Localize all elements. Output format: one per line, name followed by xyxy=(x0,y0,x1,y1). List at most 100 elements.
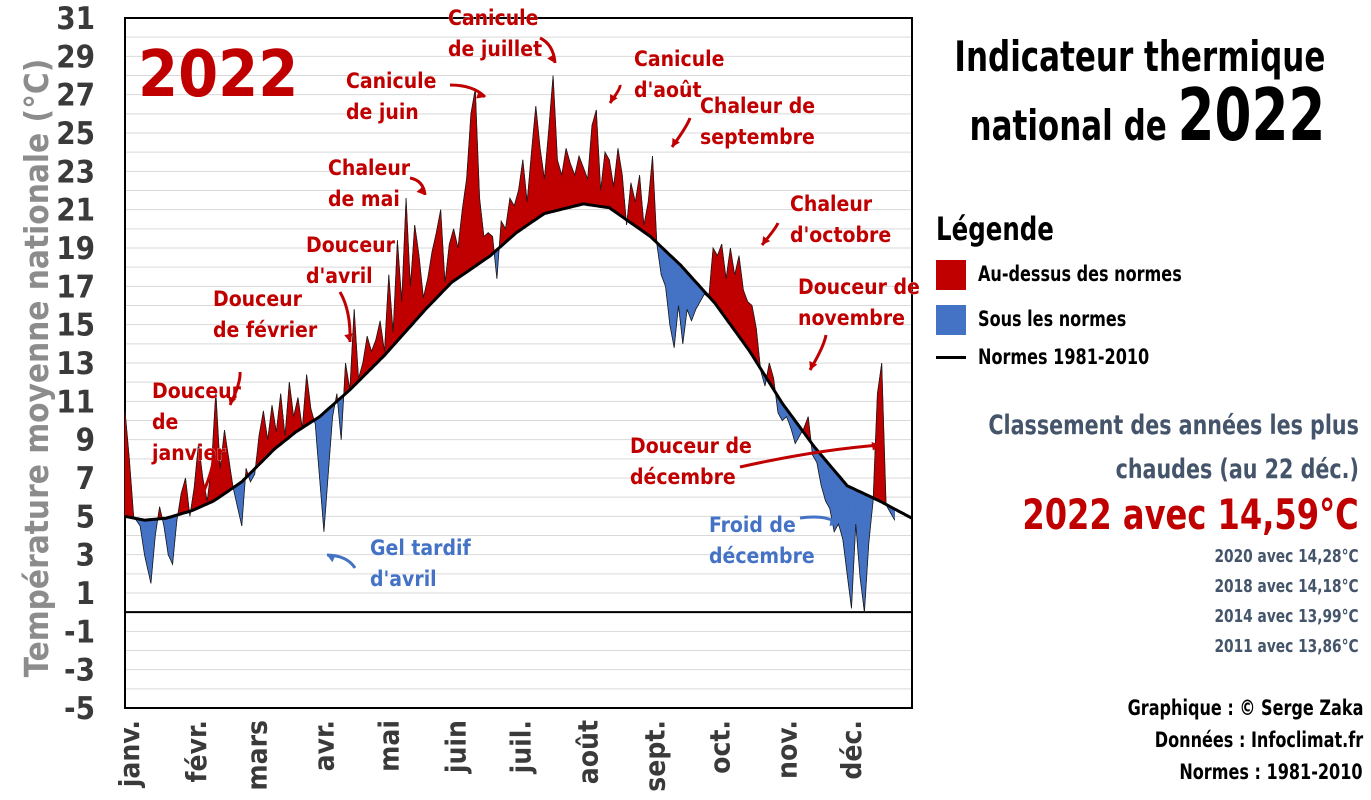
annotation-text: de xyxy=(152,410,178,434)
month-label: nov. xyxy=(770,720,803,779)
annotation-text: d'avril xyxy=(370,567,437,591)
below-normal-area xyxy=(836,473,838,528)
ranking-item: 2011 avec 13,86°C xyxy=(1215,636,1359,657)
annotation-text: décembre xyxy=(709,544,815,568)
below-normal-area xyxy=(838,475,840,531)
y-tick-label: -5 xyxy=(64,691,95,727)
below-normal-area xyxy=(170,516,172,564)
ranking-title-line1: Classement des années les plus xyxy=(988,404,1359,448)
annotation-text: de mai xyxy=(328,187,400,211)
y-axis-label: Température moyenne nationale (°C) xyxy=(17,59,56,678)
above-normal-area xyxy=(484,235,486,261)
below-normal-area xyxy=(672,257,674,348)
y-tick-label: 19 xyxy=(56,231,95,267)
above-normal-area xyxy=(743,290,745,345)
annotation-arrowhead xyxy=(327,554,336,562)
below-normal-area xyxy=(691,277,693,321)
above-normal-area xyxy=(735,265,737,333)
title-year: 2022 xyxy=(1177,73,1325,157)
above-normal-area xyxy=(750,304,752,355)
above-normal-area xyxy=(607,156,609,208)
ranking-top: 2022 avec 14,59°C xyxy=(1023,490,1359,539)
ranking-title: Classement des années les plus chaudes (… xyxy=(988,404,1359,492)
annotation-text: Douceur xyxy=(306,233,396,257)
main-title: Indicateur thermique national de 2022 xyxy=(954,28,1325,155)
annotation-arrow xyxy=(740,445,880,467)
title-line2: national de 2022 xyxy=(954,86,1325,155)
below-normal-area xyxy=(689,275,691,321)
annotation-text: de juillet xyxy=(448,37,542,61)
annotation-text: septembre xyxy=(700,125,815,149)
y-tick-label: 3 xyxy=(76,538,95,574)
annotation-text: Chaleur xyxy=(328,156,411,180)
legend-line-black xyxy=(936,356,966,359)
month-label: févr. xyxy=(180,720,213,782)
y-tick-label: 21 xyxy=(56,193,95,229)
legend-swatch-red xyxy=(936,260,966,290)
temperature-chart: 312927252321191715131197531-1-3-5Tempéra… xyxy=(0,0,920,800)
y-tick-label: -3 xyxy=(64,653,95,689)
annotation-text: de juin xyxy=(346,100,419,124)
above-normal-area xyxy=(720,244,722,312)
y-tick-label: 29 xyxy=(56,39,95,75)
annotation-text: Chaleur xyxy=(790,192,873,216)
y-tick-label: 31 xyxy=(56,1,95,37)
above-normal-area xyxy=(570,164,572,207)
annotation-text: d'octobre xyxy=(790,223,891,247)
above-normal-area xyxy=(717,250,719,310)
above-normal-area xyxy=(473,89,475,268)
credit-graphique: Graphique : © Serge Zaka xyxy=(1127,696,1363,720)
legend-title: Légende xyxy=(936,210,1054,248)
y-tick-label: 5 xyxy=(76,499,95,535)
above-normal-area xyxy=(715,252,717,307)
above-normal-area xyxy=(512,202,514,237)
annotation-text: Gel tardif xyxy=(370,536,471,560)
month-labels: janv. févr. mars avr. mai juin juil. août sept. o… xyxy=(113,720,868,792)
y-tick-label: 1 xyxy=(76,576,95,612)
annotation-text: d'avril xyxy=(306,264,373,288)
credit-normes: Normes : 1981-2010 xyxy=(1180,760,1363,784)
annotation-text: Canicule xyxy=(634,47,724,71)
annotation-text: Chaleur de xyxy=(700,94,815,118)
month-label: mars xyxy=(241,720,274,791)
month-label: oct. xyxy=(703,720,736,774)
annotation-text: janvier xyxy=(151,441,226,465)
y-tick-label: 23 xyxy=(56,154,95,190)
y-tick-label: 15 xyxy=(56,308,95,344)
month-label: janv. xyxy=(113,720,146,788)
legend-label-normal: Normes 1981-2010 xyxy=(978,345,1149,369)
below-normal-area xyxy=(828,463,830,509)
above-normal-area xyxy=(439,210,441,296)
below-normal-area xyxy=(168,517,170,559)
below-normal-area xyxy=(687,272,689,315)
annotation-text: Douceur xyxy=(213,287,303,311)
above-normal-area xyxy=(471,101,473,269)
above-normal-area xyxy=(748,302,750,352)
gridlines xyxy=(125,18,912,708)
below-normal-area xyxy=(826,460,828,505)
annotation-text: de février xyxy=(213,318,318,342)
above-normal-area xyxy=(737,256,739,337)
annotation-text: d'août xyxy=(634,78,702,102)
y-tick-label: 25 xyxy=(56,116,95,152)
legend-label-above: Au-dessus des normes xyxy=(978,262,1182,286)
above-normal-area xyxy=(434,233,436,301)
above-normal-area xyxy=(594,110,596,206)
y-tick-label: 27 xyxy=(56,78,95,114)
annotation-arrowhead xyxy=(547,54,555,63)
ranking-item: 2014 avec 13,99°C xyxy=(1215,606,1359,627)
credit-donnees: Données : Infoclimat.fr xyxy=(1155,728,1363,752)
month-label: sept. xyxy=(638,720,671,792)
above-normal-area xyxy=(566,148,568,208)
above-normal-area xyxy=(510,198,512,238)
above-normal-area xyxy=(746,296,748,349)
above-normal-area xyxy=(880,363,882,502)
above-normal-area xyxy=(592,118,594,206)
below-normal-area xyxy=(670,255,672,336)
y-tick-label: 7 xyxy=(76,461,95,497)
ranking-item: 2018 avec 14,18°C xyxy=(1215,576,1359,597)
above-normal-area xyxy=(579,156,581,205)
annotation-text: Froid de xyxy=(709,513,796,537)
annotation-text: Canicule xyxy=(448,6,538,30)
